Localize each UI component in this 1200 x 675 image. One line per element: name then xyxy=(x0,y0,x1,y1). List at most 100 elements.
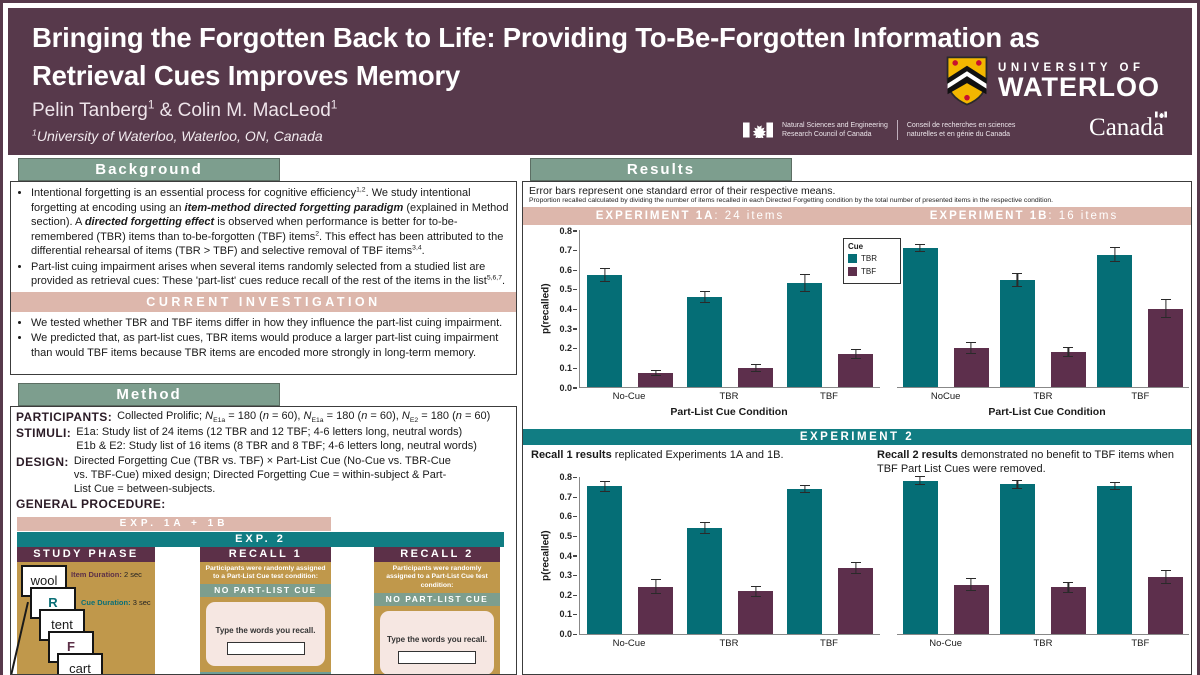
plot-area xyxy=(897,230,1189,388)
bar-tbf xyxy=(1050,581,1086,634)
y-tick: 0.0 xyxy=(559,629,577,639)
participants-text: Collected Prolific; NE1a = 180 (n = 60),… xyxy=(117,410,491,425)
error-bar xyxy=(1109,246,1120,263)
bar-tbf xyxy=(1148,569,1184,634)
x-axis-title: Part-List Cue Condition xyxy=(988,406,1106,418)
bar-tbr xyxy=(787,485,822,634)
nserc-fr-line2: naturelles et en génie du Canada xyxy=(906,131,1010,138)
participants-label: PARTICIPANTS: xyxy=(16,410,113,424)
recall2-response-box: Type the words you recall. xyxy=(380,611,494,674)
bar-group xyxy=(686,521,774,634)
design-line: DESIGN: Directed Forgetting Cue (TBR vs.… xyxy=(16,455,512,497)
exp2-banner-left: EXP. 2 xyxy=(17,531,504,547)
y-tick: 0.7 xyxy=(559,245,577,255)
error-bar xyxy=(650,578,661,595)
error-bar xyxy=(1160,298,1171,319)
recall1-text: Participants were randomly assigned to a… xyxy=(205,564,326,581)
experiment2-notes: Recall 1 results replicated Experiments … xyxy=(531,448,1185,477)
poster-title: Bringing the Forgotten Back to Life: Pro… xyxy=(32,19,1040,95)
legend-label: TBR xyxy=(861,254,877,263)
recall2-results-note: Recall 2 results demonstrated no benefit… xyxy=(877,449,1174,476)
item-duration-label: Item Duration: xyxy=(71,569,122,579)
error-bar xyxy=(699,290,710,303)
poster-header: Bringing the Forgotten Back to Life: Pro… xyxy=(8,8,1192,155)
recall2-text: Participants were randomly assigned to a… xyxy=(386,564,488,590)
y-axis-label: p(recalled) xyxy=(540,283,552,334)
legend-entry-tbr: TBR xyxy=(848,254,896,263)
y-tick: 0.6 xyxy=(559,511,577,521)
legend-swatch xyxy=(848,267,857,276)
experiment-1b-banner: EXPERIMENT 1B: 16 items xyxy=(929,210,1119,222)
error-bar xyxy=(599,480,610,493)
y-tick: 0.3 xyxy=(559,324,577,334)
right-column: Results Error bars represent one standar… xyxy=(522,158,1192,675)
proportion-note: Proportion recalled calculated by dividi… xyxy=(529,197,1054,204)
error-bar xyxy=(750,364,761,373)
left-column: Background Intentional forgetting is an … xyxy=(10,158,517,675)
uwaterloo-wordmark-line2: WATERLOO xyxy=(998,71,1160,102)
experiment1-charts-row: p(recalled) 0.0 0.1 0.2 0.3 0.4 0.5 0.6 0.7 0.8 … xyxy=(523,226,1191,426)
error-bar xyxy=(915,475,926,486)
design-label: DESIGN: xyxy=(16,454,69,469)
chart-exp2-recall2: No-Cue TBR TBF xyxy=(897,475,1191,653)
error-bar xyxy=(966,577,977,592)
poster-affiliation: 1University of Waterloo, Waterloo, ON, C… xyxy=(32,127,323,144)
legend-swatch xyxy=(848,254,857,263)
y-tick: 0.1 xyxy=(559,363,577,373)
participants-line: PARTICIPANTS: Collected Prolific; NE1a =… xyxy=(16,410,512,425)
cue-duration-value: 3 sec xyxy=(132,597,151,607)
bar-tbf xyxy=(738,364,773,387)
chart-legend: Cue TBR TBF xyxy=(843,238,901,284)
recall1-header: RECALL 1 xyxy=(200,546,331,562)
y-tick: 0.8 xyxy=(559,226,577,236)
experiment2-charts-row: p(recalled) 0.0 0.1 0.2 0.3 0.4 0.5 0.6 0.7 0.8 … xyxy=(523,472,1191,674)
bar-group xyxy=(999,479,1087,634)
y-tick: 0.5 xyxy=(559,284,577,294)
recall1-footer-band xyxy=(200,672,331,674)
error-bar xyxy=(650,370,661,377)
legend-label: TBF xyxy=(861,267,877,276)
bar-group xyxy=(999,273,1087,387)
x-category-label: NoCue xyxy=(930,391,961,402)
exp1-banner: EXP. 1A + 1B xyxy=(17,516,331,531)
y-tick: 0.6 xyxy=(559,265,577,275)
nserc-logo: Natural Sciences and Engineering Researc… xyxy=(743,120,1015,140)
bar-tbr xyxy=(1097,246,1133,387)
bar-tbr xyxy=(999,273,1035,387)
bar-tbf xyxy=(1148,298,1184,387)
bar-tbf xyxy=(738,585,773,634)
bar-tbr xyxy=(587,268,622,387)
sequence-arrow xyxy=(11,601,29,674)
bar-tbr xyxy=(902,475,938,634)
bar-tbf xyxy=(953,341,989,387)
x-category-label: TBR xyxy=(719,637,739,649)
recall1-input-box xyxy=(226,642,305,656)
general-procedure-label: GENERAL PROCEDURE: xyxy=(16,497,166,512)
plot-area xyxy=(579,476,880,635)
y-tick: 0.4 xyxy=(559,304,577,314)
general-procedure-line: GENERAL PROCEDURE: xyxy=(16,497,512,512)
bar-tbr xyxy=(787,274,822,387)
stimuli-line: STIMULI: E1a: Study list of 24 items (12… xyxy=(16,426,512,454)
error-bar xyxy=(1063,581,1074,594)
recall1-results-note: Recall 1 results replicated Experiments … xyxy=(531,449,784,461)
section-header-method: Method xyxy=(18,383,280,406)
error-bar xyxy=(850,348,861,359)
bar-tbf xyxy=(953,577,989,634)
nserc-en-line1: Natural Sciences and Engineering xyxy=(782,121,888,129)
x-category-label: TBF xyxy=(820,637,838,649)
cue-duration-label: Cue Duration: xyxy=(81,597,131,607)
bar-group xyxy=(786,485,874,634)
nserc-text-en: Natural Sciences and Engineering Researc… xyxy=(782,121,888,140)
bar-group xyxy=(902,475,990,634)
bar-group xyxy=(1096,482,1184,634)
study-phase-header: STUDY PHASE xyxy=(17,546,155,562)
x-category-label: TBF xyxy=(1131,637,1150,649)
study-phase-body: wool R tent F cart Item Duration: 2 sec … xyxy=(11,561,155,674)
chart-exp1a: p(recalled) 0.0 0.1 0.2 0.3 0.4 0.5 0.6 0.7 0.8 … xyxy=(539,226,880,418)
legend-entry-tbf: TBF xyxy=(848,267,896,276)
background-bullet-1: Intentional forgetting is an essential p… xyxy=(31,186,512,259)
procedure-diagram: STUDY PHASE wool R tent F cart Item Dura… xyxy=(11,546,516,674)
item-duration-note: Item Duration: 2 sec xyxy=(71,570,142,579)
legend-title: Cue xyxy=(848,242,864,251)
